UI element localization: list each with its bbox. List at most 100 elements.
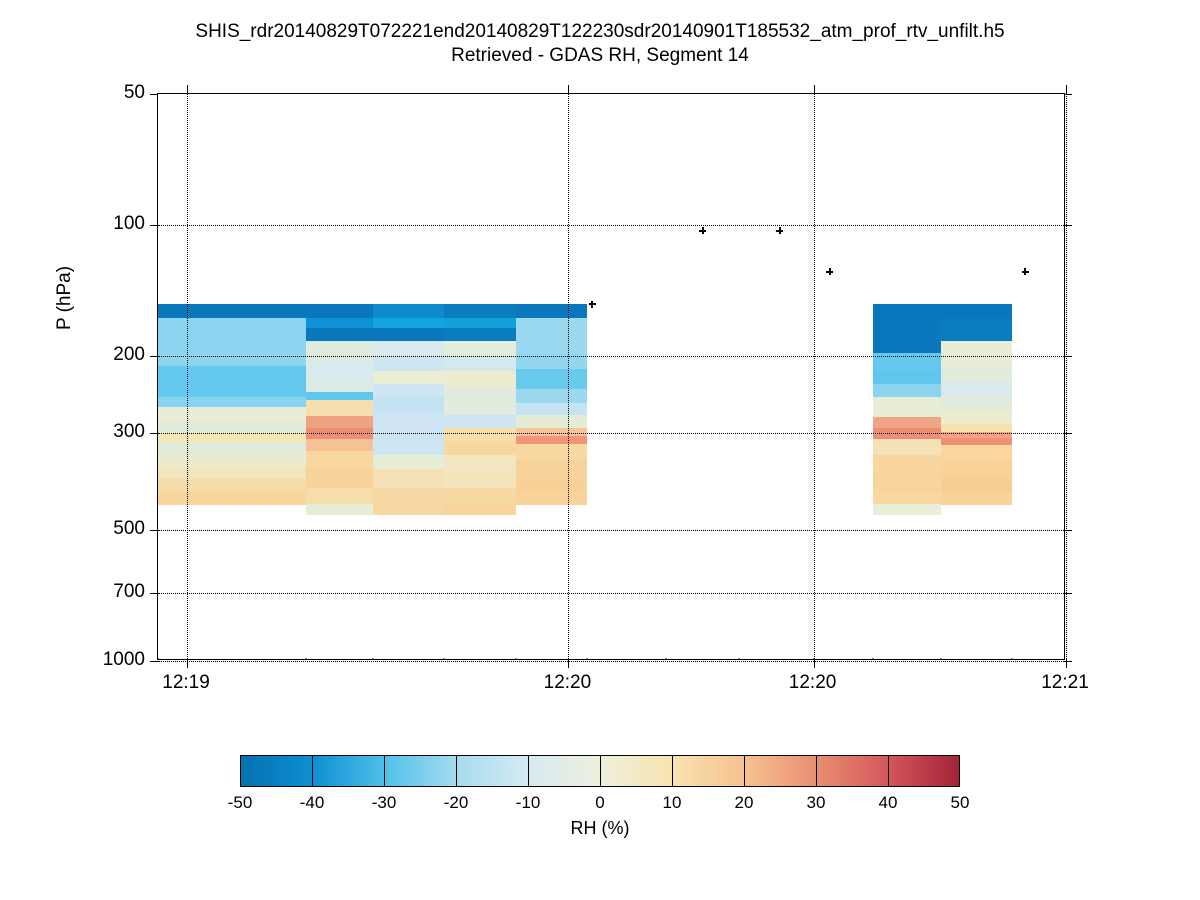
colorbar-label: 30 xyxy=(806,793,826,812)
surface-marker xyxy=(303,657,310,659)
surface-marker xyxy=(512,657,519,659)
y-axis-tick-right xyxy=(1064,433,1072,435)
scatter-marker xyxy=(826,268,834,276)
colorbar-tick xyxy=(600,755,601,787)
heatmap-cell xyxy=(373,468,445,489)
heatmap-cell xyxy=(373,327,445,342)
heatmap-cell xyxy=(444,304,517,319)
grid-line-vertical xyxy=(813,94,815,659)
y-axis-tick-right xyxy=(1064,225,1072,227)
heatmap-cell xyxy=(872,384,942,398)
heatmap-cell xyxy=(373,454,445,470)
y-axis-label: 300 xyxy=(113,421,145,443)
surface-marker xyxy=(1063,658,1065,660)
grid-line-horizontal xyxy=(158,661,1064,662)
heatmap-cell xyxy=(515,403,588,416)
colorbar-label: 0 xyxy=(595,793,605,812)
y-axis-label: 200 xyxy=(113,344,145,366)
x-axis-tick xyxy=(813,659,815,668)
heatmap-cell xyxy=(444,454,517,472)
figure-title-filename: SHIS_rdr20140829T072221end20140829T12223… xyxy=(195,21,1005,42)
heatmap-cell xyxy=(872,397,942,418)
figure-title-subtitle: Retrieved - GDAS RH, Segment 14 xyxy=(451,45,749,66)
surface-marker xyxy=(370,657,377,659)
heatmap-cell xyxy=(872,439,942,456)
x-axis-tick-top xyxy=(568,85,570,94)
heatmap-cell xyxy=(373,440,445,456)
heatmap-cell xyxy=(373,397,445,413)
x-axis-tick xyxy=(1066,659,1067,668)
heatmap-cell xyxy=(306,451,374,469)
heatmap-cell xyxy=(306,317,374,329)
grid-line-horizontal xyxy=(158,433,1064,435)
heatmap-cell xyxy=(373,370,445,386)
heatmap-cell xyxy=(515,389,588,404)
heatmap-cell xyxy=(306,392,374,401)
colorbar-label: -30 xyxy=(371,793,397,812)
heatmap-cell xyxy=(444,340,517,357)
heatmap-cell xyxy=(872,472,942,493)
heatmap-cell xyxy=(444,470,517,489)
colorbar-tick xyxy=(672,755,673,787)
heatmap-cell xyxy=(158,478,307,494)
surface-marker xyxy=(663,657,670,659)
colorbar-tick xyxy=(312,755,313,787)
heatmap-cell xyxy=(373,384,445,398)
y-axis-label: 1000 xyxy=(102,649,145,670)
y-axis-title: P (hPa) xyxy=(54,265,75,330)
heatmap-cell xyxy=(940,424,1013,433)
heatmap-cell xyxy=(444,400,517,416)
grid-line-vertical xyxy=(187,94,189,659)
heatmap-cell xyxy=(158,407,307,423)
colorbar-label: 20 xyxy=(734,793,754,812)
heatmap-cell xyxy=(444,414,517,429)
y-axis-tick xyxy=(150,433,158,435)
x-axis-label: 12:20 xyxy=(543,672,592,693)
heatmap-cell xyxy=(940,438,1013,446)
heatmap-cell xyxy=(373,504,445,516)
surface-marker xyxy=(158,657,162,659)
heatmap-cell xyxy=(444,327,517,342)
heatmap-cell xyxy=(940,317,1013,342)
heatmap-cell xyxy=(940,304,1013,319)
y-axis-label: 500 xyxy=(113,517,145,539)
heatmap-cell xyxy=(158,397,307,409)
heatmap-cell xyxy=(306,361,374,381)
heatmap-cell xyxy=(872,504,942,516)
colorbar-tick xyxy=(384,755,385,787)
y-axis-tick xyxy=(150,529,158,531)
heatmap-cell xyxy=(158,317,307,354)
y-axis-tick xyxy=(150,661,158,662)
heatmap-cell xyxy=(373,317,445,329)
y-axis-label: 50 xyxy=(123,82,145,103)
heatmap-cell xyxy=(373,304,445,319)
heatmap-cell xyxy=(515,444,588,460)
heatmap-cell xyxy=(515,317,588,354)
heatmap-cell xyxy=(444,370,517,387)
heatmap-cell xyxy=(158,422,307,433)
colorbar-label: -50 xyxy=(227,793,253,812)
heatmap-cell xyxy=(306,340,374,363)
heatmap-cell xyxy=(940,477,1013,494)
heatmap-cell xyxy=(373,411,445,428)
heatmap-cell xyxy=(158,454,307,468)
x-axis-tick xyxy=(187,659,189,668)
colorbar-tick xyxy=(816,755,817,787)
heatmap-cell xyxy=(444,428,517,442)
heatmap-cell xyxy=(940,381,1013,397)
heatmap-cell xyxy=(306,439,374,452)
heatmap-cell xyxy=(158,352,307,367)
heatmap-cell xyxy=(515,414,588,429)
heatmap-cell xyxy=(306,467,374,489)
grid-line-vertical xyxy=(1066,94,1067,659)
heatmap-cell xyxy=(872,370,942,386)
colorbar-title: RH (%) xyxy=(570,818,630,838)
heatmap-cell xyxy=(158,365,307,386)
grid-line-horizontal xyxy=(158,529,1064,531)
heatmap-cell xyxy=(872,304,942,354)
x-axis-tick-top xyxy=(813,85,815,94)
plot-area xyxy=(150,85,1072,668)
colorbar-tick xyxy=(528,755,529,787)
heatmap-cell xyxy=(940,459,1013,479)
